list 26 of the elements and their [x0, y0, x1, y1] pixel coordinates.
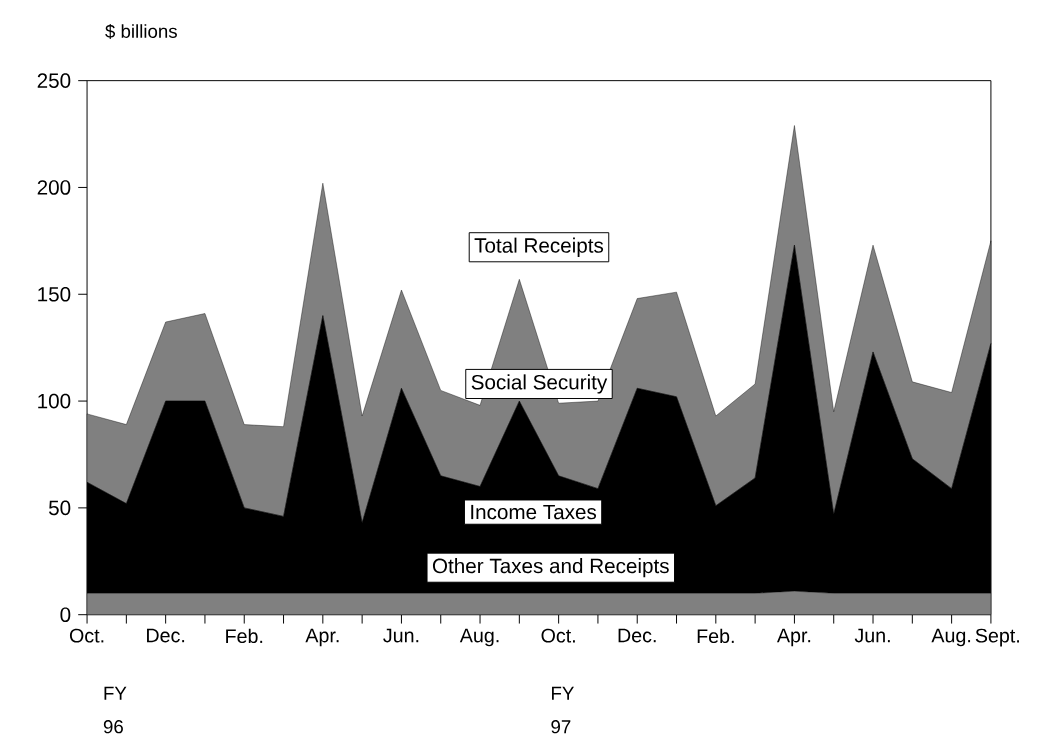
y-tick-label: 0 — [60, 607, 71, 622]
y-tick-label: 200 — [37, 179, 71, 195]
y-tick-label: 50 — [48, 500, 71, 516]
y-tick-label: 150 — [38, 286, 71, 302]
text: FY 96 — [103, 686, 127, 734]
x-tick-label: Oct. — [541, 628, 575, 643]
x-tick-label: Feb. — [697, 628, 734, 643]
x-tick-label: Jun. — [854, 628, 890, 643]
x-tick-label: Jun. — [383, 628, 419, 643]
series-label: Social Security — [471, 374, 608, 394]
text: FY 97 — [551, 686, 574, 734]
y-tick-label: 100 — [38, 393, 71, 409]
y-tick-label: 250 — [37, 73, 71, 88]
series-label: Other Taxes and Receipts — [432, 557, 669, 578]
x-tick-label: Dec. — [618, 628, 656, 643]
y-axis-title: $ billions — [105, 23, 177, 39]
x-tick-label: Dec. — [147, 628, 185, 643]
x-tick-label: Aug. — [459, 628, 499, 647]
x-tick-label: Feb. — [226, 628, 263, 643]
annotation: Total Receipts — [474, 237, 604, 257]
x-tick-label: Sept. — [975, 628, 1019, 647]
x-tick-label: Oct. — [69, 628, 104, 643]
x-tick-label: Aug. — [931, 628, 971, 647]
series-label: Income Taxes — [471, 504, 597, 520]
x-tick-label: Apr. — [305, 628, 339, 647]
x-tick-label: Apr. — [776, 628, 811, 647]
